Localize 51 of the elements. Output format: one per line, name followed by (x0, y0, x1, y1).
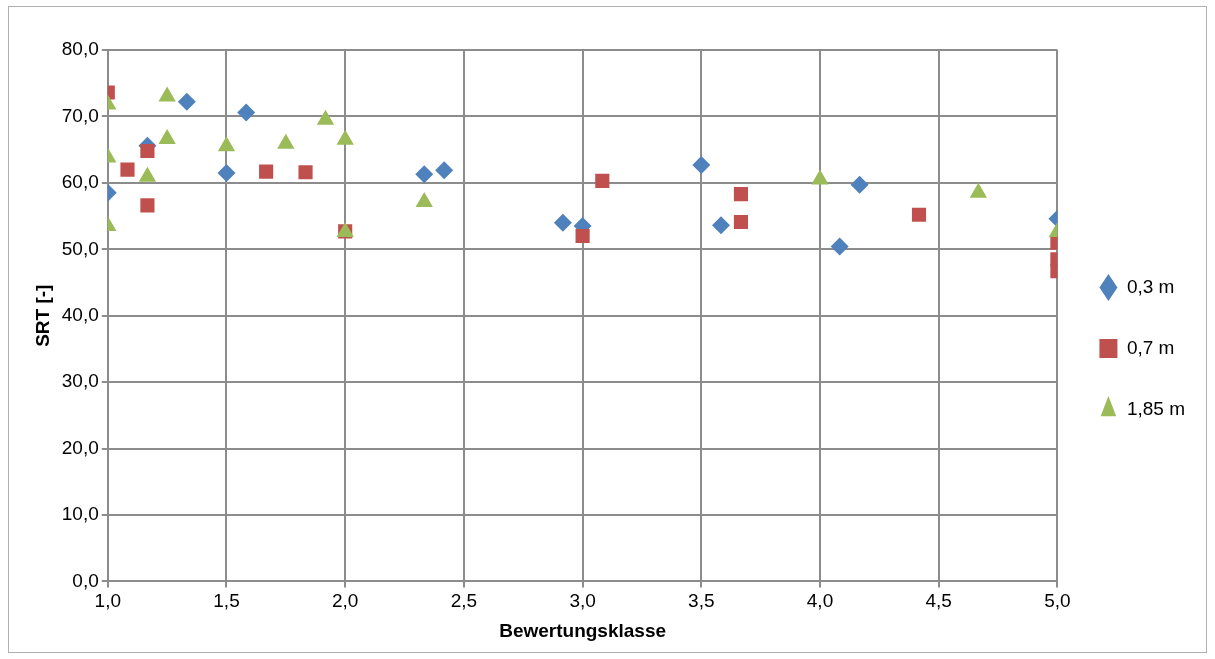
point (316, 109, 335, 125)
y-tick-label: 40,0 (61, 303, 99, 325)
point (120, 162, 135, 177)
point (712, 216, 731, 235)
y-axis-title: SRT [-] (31, 284, 53, 347)
x-tick-label: 1,5 (213, 590, 240, 612)
point (158, 129, 176, 145)
x-tick-label: 3,0 (569, 590, 596, 612)
point (177, 92, 196, 111)
point (733, 214, 749, 230)
point (692, 155, 711, 174)
point (435, 161, 454, 180)
point (140, 198, 155, 213)
point (733, 187, 749, 202)
point (850, 175, 869, 194)
x-tick-label: 2,0 (331, 590, 359, 612)
x-tick-label: 5,0 (1044, 590, 1071, 612)
x-tick-label: 4,0 (806, 590, 834, 612)
y-tick-label: 50,0 (61, 237, 99, 259)
point (575, 228, 590, 244)
point (217, 163, 236, 182)
y-tick-label: 30,0 (61, 370, 99, 392)
x-tick-label: 1,0 (94, 590, 121, 612)
x-tick-label: 4,5 (925, 590, 952, 612)
point (277, 133, 295, 149)
y-tick-label: 60,0 (61, 171, 99, 193)
legend-label: 1,85 m (1126, 397, 1186, 419)
point (415, 192, 433, 208)
point (298, 165, 313, 180)
point (595, 173, 610, 188)
x-tick-label: 2,5 (450, 590, 478, 612)
legend-label: 0,3 m (1126, 275, 1175, 297)
point (830, 237, 849, 256)
point (217, 136, 236, 152)
y-tick-label: 10,0 (61, 503, 99, 525)
y-tick-label: 20,0 (61, 436, 99, 458)
point (259, 164, 274, 179)
x-axis-title: Bewertungsklasse (499, 619, 667, 641)
point (811, 169, 829, 185)
y-tick-label: 80,0 (61, 38, 99, 60)
point (911, 207, 927, 222)
point (140, 143, 155, 159)
point (336, 129, 354, 145)
x-tick-label: 3,5 (688, 590, 715, 612)
point (158, 86, 176, 102)
y-tick-label: 0,0 (72, 569, 99, 591)
legend-label: 0,7 m (1126, 336, 1175, 358)
y-tick-label: 70,0 (61, 104, 99, 126)
point (553, 213, 572, 232)
point (237, 103, 256, 122)
point (415, 165, 434, 184)
